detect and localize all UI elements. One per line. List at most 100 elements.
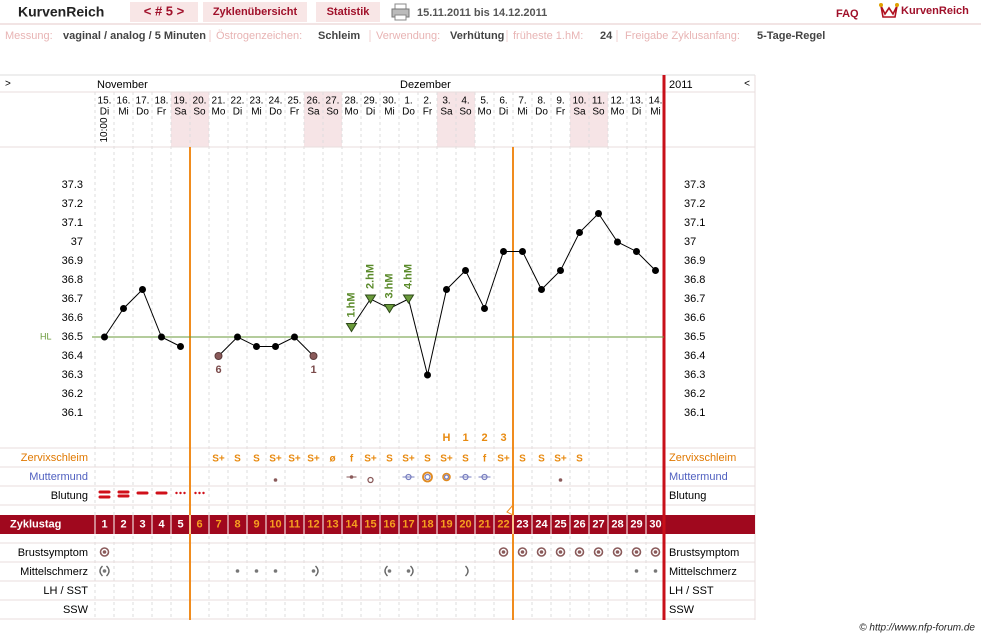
row-label: Blutung [669, 490, 706, 502]
cycle-day: 4 [158, 518, 165, 530]
symbol [481, 473, 488, 481]
row-label: Muttermund [29, 471, 88, 483]
symbol [102, 550, 107, 554]
temperature-point [402, 294, 415, 304]
cycle-day: 17 [402, 518, 414, 530]
setting-value: vaginal / analog / 5 Minuten [63, 30, 206, 42]
y-tick-label: 37 [71, 236, 83, 248]
tab-bg[interactable] [203, 2, 307, 22]
symbol [384, 565, 389, 577]
hm-label: 2.hM [364, 264, 376, 289]
symbol [349, 475, 354, 479]
weekday: So [326, 107, 339, 118]
excluded-label: 1 [310, 364, 316, 376]
tab-bg[interactable] [316, 2, 380, 22]
print-icon[interactable] [391, 3, 410, 21]
temperature-point [500, 248, 507, 255]
temperature-point [383, 304, 396, 314]
excluded-label: 6 [215, 364, 221, 376]
y-tick-label: 36.6 [684, 312, 705, 324]
symbol [136, 491, 149, 495]
logo-icon [879, 3, 899, 18]
tab[interactable]: Statistik [327, 6, 371, 18]
symbol [254, 569, 259, 573]
symbol [99, 547, 110, 557]
setting-label: Verwendung: [376, 30, 440, 42]
brand: KurvenReich [18, 4, 104, 20]
symbol [405, 473, 412, 481]
symbol [179, 491, 182, 495]
cycle-day: 11 [289, 518, 301, 530]
symbol [443, 474, 450, 480]
date: 2. [423, 96, 431, 107]
cervix-symbol: S+ [440, 454, 453, 465]
symbol [555, 547, 566, 557]
weekday: Do [269, 107, 282, 118]
date: 3. [442, 96, 450, 107]
symbol [462, 473, 469, 481]
symbol [409, 565, 414, 577]
temperature-point [576, 229, 583, 236]
faq-link[interactable]: FAQ [836, 8, 859, 20]
hm-label: 4.hM [402, 264, 414, 289]
symbol [98, 490, 111, 494]
y-tick-label: 37.1 [62, 217, 83, 229]
cycle-day: 29 [630, 518, 642, 530]
weekday: Di [632, 107, 641, 118]
symbol [424, 473, 431, 481]
symbol [183, 491, 186, 495]
cycle-day: 16 [383, 518, 395, 530]
cervix-symbol: S [462, 454, 469, 465]
symbol [634, 569, 639, 573]
date: 1. [404, 96, 412, 107]
symbol [634, 550, 639, 554]
weekend-shade [323, 92, 342, 147]
weekday: Mi [118, 107, 129, 118]
nav-prev[interactable]: > [5, 79, 11, 90]
cycle-day: 18 [421, 518, 433, 530]
y-tick-label: 36.4 [62, 350, 83, 362]
cervix-symbol: S+ [269, 454, 282, 465]
temperature-point [345, 323, 358, 333]
date: 19. [174, 96, 188, 107]
weekday: Fr [290, 107, 300, 118]
date: 15. [98, 96, 112, 107]
y-tick-label: 36.2 [684, 388, 705, 400]
cervix-symbol: S [386, 454, 393, 465]
cycle-nav-tab[interactable] [130, 2, 198, 22]
date: 7. [518, 96, 526, 107]
symbol [235, 569, 240, 573]
peak-label: 1 [462, 432, 468, 444]
temperature-point [253, 343, 260, 350]
cycle-nav[interactable]: < # 5 > [144, 3, 185, 18]
y-tick-label: 36.9 [62, 255, 83, 267]
date: 4. [461, 96, 469, 107]
date: 16. [117, 96, 131, 107]
weekday: Mo [345, 107, 359, 118]
cervix-symbol: S+ [307, 454, 320, 465]
cycle-day: 5 [177, 518, 183, 530]
cycle-day: 24 [535, 518, 548, 530]
cycle-day: 1 [101, 518, 107, 530]
temperature-point [309, 352, 318, 360]
weekday: So [193, 107, 206, 118]
row-label: LH / SST [43, 585, 88, 597]
date: 8. [537, 96, 545, 107]
tab[interactable]: Zyklenübersicht [213, 6, 298, 18]
weekday: Do [402, 107, 415, 118]
symbol [464, 565, 469, 577]
symbol [387, 569, 392, 573]
date: 27. [326, 96, 340, 107]
temperature-point [481, 305, 488, 312]
weekday: Sa [307, 107, 320, 118]
symbol [631, 547, 642, 557]
temperature-point [139, 286, 146, 293]
cycle-day: 2 [120, 518, 126, 530]
cervix-symbol: f [350, 454, 354, 465]
nav-next[interactable]: < [744, 79, 750, 90]
hm-label: 1.hM [345, 292, 357, 317]
cervix-symbol: S [576, 454, 583, 465]
date: 13. [630, 96, 644, 107]
symbol [577, 550, 582, 554]
